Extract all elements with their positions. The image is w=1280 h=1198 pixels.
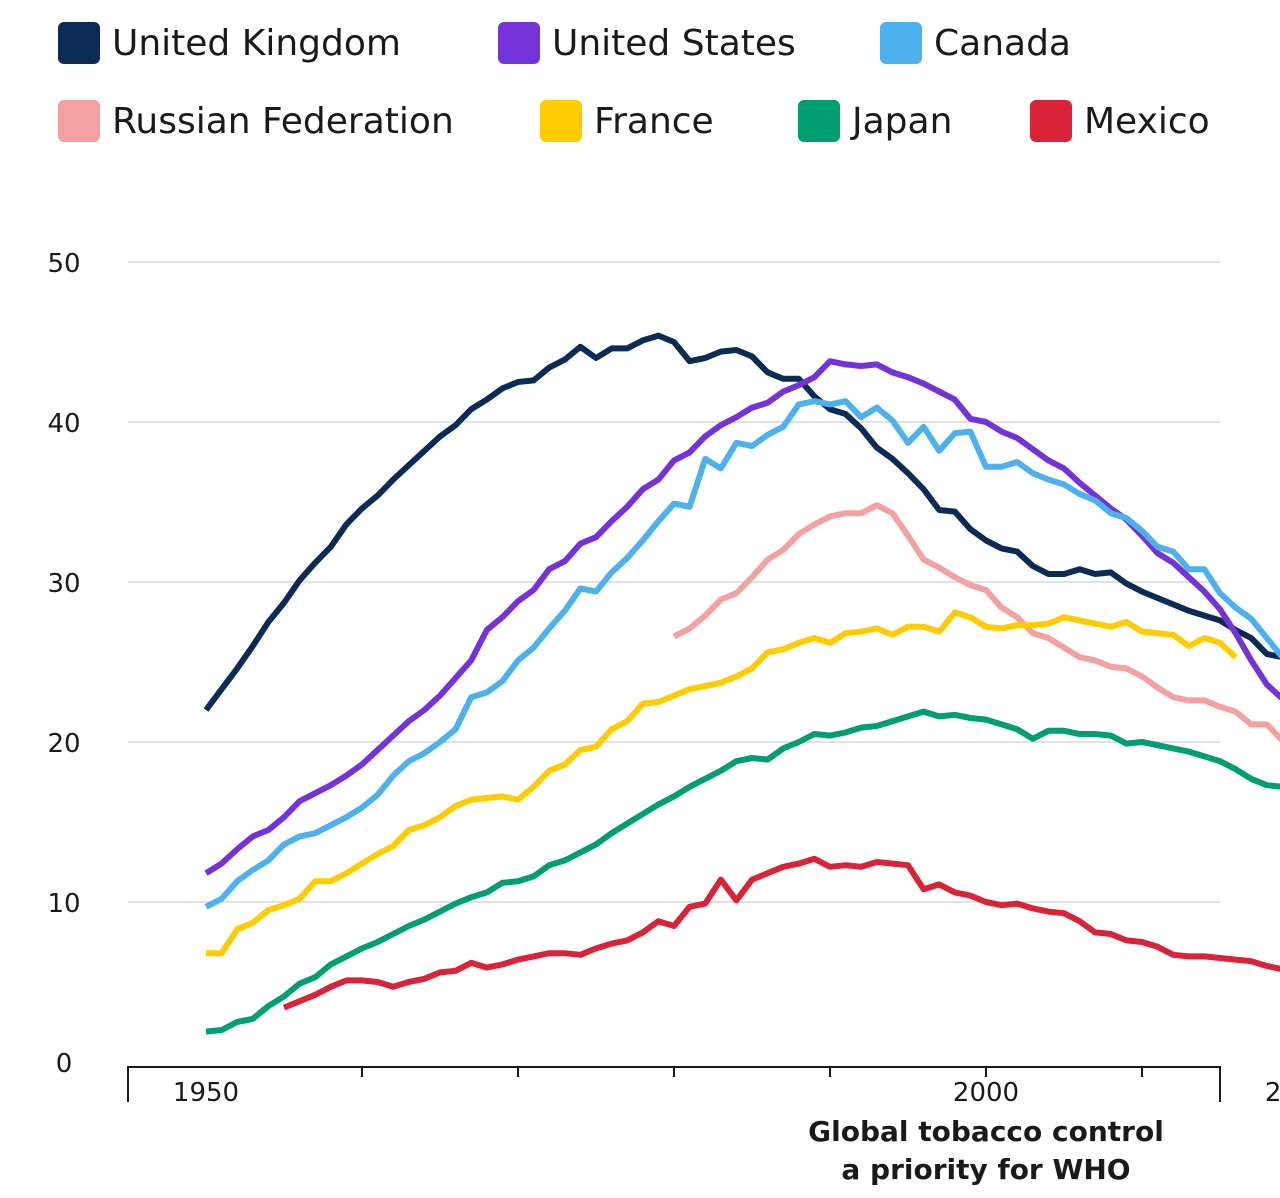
- legend-label: Mexico: [1084, 100, 1210, 142]
- gridlines: [128, 261, 1220, 903]
- legend: United Kingdom United States Canada Russian…: [58, 18, 1258, 158]
- y-tick-label: 30: [47, 569, 80, 599]
- series-line-russian-federation: [672, 502, 1280, 743]
- y-tick-label: 50: [47, 249, 80, 279]
- y-tick-label: 0: [56, 1049, 73, 1079]
- legend-item: Russian Federation: [58, 96, 454, 146]
- legend-label: Canada: [934, 22, 1071, 64]
- series-line-canada: [204, 398, 1280, 910]
- series-line-japan: [205, 708, 1280, 1035]
- y-tick-label: 20: [47, 729, 80, 759]
- x-axis: 1950 2000 2020: [127, 1066, 1280, 1108]
- legend-swatch: [540, 100, 582, 142]
- legend-label: United Kingdom: [112, 22, 401, 64]
- legend-swatch: [58, 100, 100, 142]
- legend-swatch: [58, 22, 100, 64]
- y-axis-labels: 0 10 20 30 40 50: [47, 249, 80, 1079]
- legend-item: Mexico: [1030, 96, 1210, 146]
- y-tick-label: 40: [47, 409, 80, 439]
- legend-label: France: [594, 100, 714, 142]
- annotation-line: Global tobacco control: [808, 1115, 1164, 1148]
- annotation: Global tobacco control a priority for WHO: [808, 1115, 1164, 1186]
- y-tick-label: 10: [47, 889, 80, 919]
- series-line-united-states: [204, 358, 1280, 876]
- legend-label: United States: [552, 22, 796, 64]
- series-lines: [203, 332, 1280, 1035]
- annotation-line: a priority for WHO: [841, 1153, 1130, 1186]
- legend-item: Canada: [880, 18, 1071, 68]
- legend-item: France: [540, 96, 714, 146]
- legend-swatch: [498, 22, 540, 64]
- x-tick-label: 2000: [953, 1078, 1019, 1108]
- legend-label: Japan: [852, 100, 953, 142]
- legend-label: Russian Federation: [112, 100, 454, 142]
- x-tick-label: 2020: [1265, 1078, 1280, 1108]
- x-tick-label: 1950: [173, 1078, 239, 1108]
- series-line-mexico: [282, 855, 1280, 1011]
- legend-item: United States: [498, 18, 796, 68]
- legend-swatch: [880, 22, 922, 64]
- legend-swatch: [798, 100, 840, 142]
- legend-item: United Kingdom: [58, 18, 401, 68]
- legend-item: Japan: [798, 96, 952, 146]
- series-line-united-kingdom: [203, 332, 1280, 712]
- legend-swatch: [1030, 100, 1072, 142]
- series-line-france: [206, 609, 1238, 957]
